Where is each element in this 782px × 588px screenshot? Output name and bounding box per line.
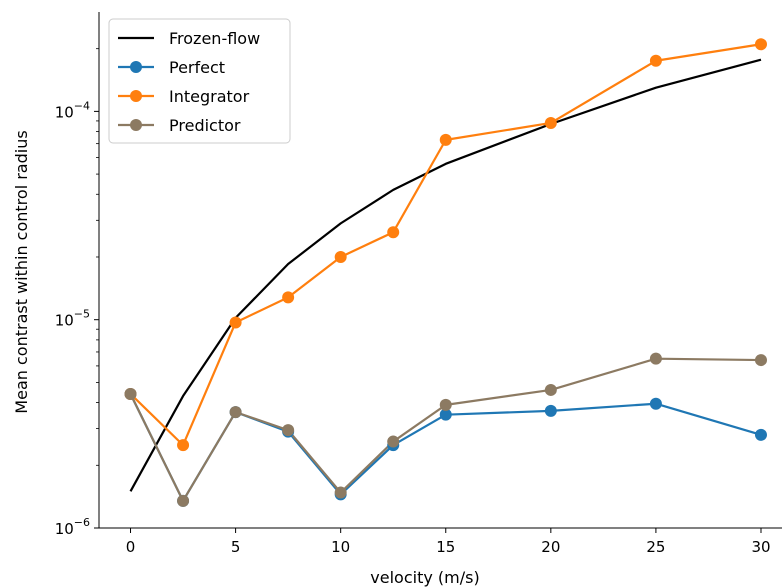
x-tick-label: 20: [541, 538, 560, 556]
data-point-predictor: [177, 494, 190, 507]
data-point-predictor: [544, 383, 557, 396]
x-tick-label: 5: [231, 538, 241, 556]
data-point-integrator: [649, 54, 662, 67]
legend-marker-predictor: [130, 119, 142, 131]
x-tick-label: 15: [436, 538, 455, 556]
x-tick-label: 25: [646, 538, 665, 556]
series-line-predictor: [129, 357, 761, 502]
data-point-predictor: [334, 486, 347, 499]
legend-marker-perfect: [130, 61, 142, 73]
data-point-perfect: [544, 404, 557, 417]
data-point-predictor: [229, 406, 242, 419]
data-point-integrator: [754, 38, 767, 51]
axes-layer: 0 5 10 15 20 25 30 10−6 10−5 10−4: [55, 12, 782, 556]
data-point-perfect: [754, 428, 767, 441]
data-point-integrator: [544, 116, 557, 129]
data-point-predictor: [649, 352, 662, 365]
legend-box: [108, 18, 291, 144]
data-point-integrator: [282, 291, 295, 304]
legend-label-perfect: Perfect: [169, 58, 225, 77]
legend-label-frozen-flow: Frozen-flow: [169, 29, 260, 48]
data-point-predictor: [387, 435, 400, 448]
data-point-integrator: [229, 316, 242, 329]
legend-label-predictor: Predictor: [169, 116, 241, 135]
data-point-predictor: [124, 387, 137, 400]
legend-marker-integrator: [130, 90, 142, 102]
data-point-predictor: [282, 424, 295, 437]
data-point-predictor: [439, 398, 452, 411]
x-axis-label: velocity (m/s): [370, 568, 479, 587]
y-axis-label: Mean contrast within control radius: [12, 130, 31, 413]
y-tick-label: 10−6: [55, 516, 90, 538]
x-tick-label: 10: [331, 538, 350, 556]
legend-label-integrator: Integrator: [169, 87, 250, 106]
legend: Frozen-flow Perfect Integrator Predictor: [108, 18, 291, 144]
data-point-perfect: [439, 408, 452, 421]
x-tick-label: 30: [751, 538, 770, 556]
series-line-integrator: [129, 43, 762, 447]
data-point-integrator: [439, 133, 452, 146]
x-tick-label: 0: [126, 538, 136, 556]
data-point-integrator: [334, 250, 347, 263]
data-point-predictor: [754, 354, 767, 367]
data-point-perfect: [649, 397, 662, 410]
series-layer: [124, 38, 767, 507]
y-tick-label: 10−5: [55, 308, 90, 330]
series-line-frozen-flow: [129, 58, 762, 492]
data-point-integrator: [177, 439, 190, 452]
data-point-integrator: [387, 226, 400, 239]
y-tick-label: 10−4: [55, 99, 90, 121]
